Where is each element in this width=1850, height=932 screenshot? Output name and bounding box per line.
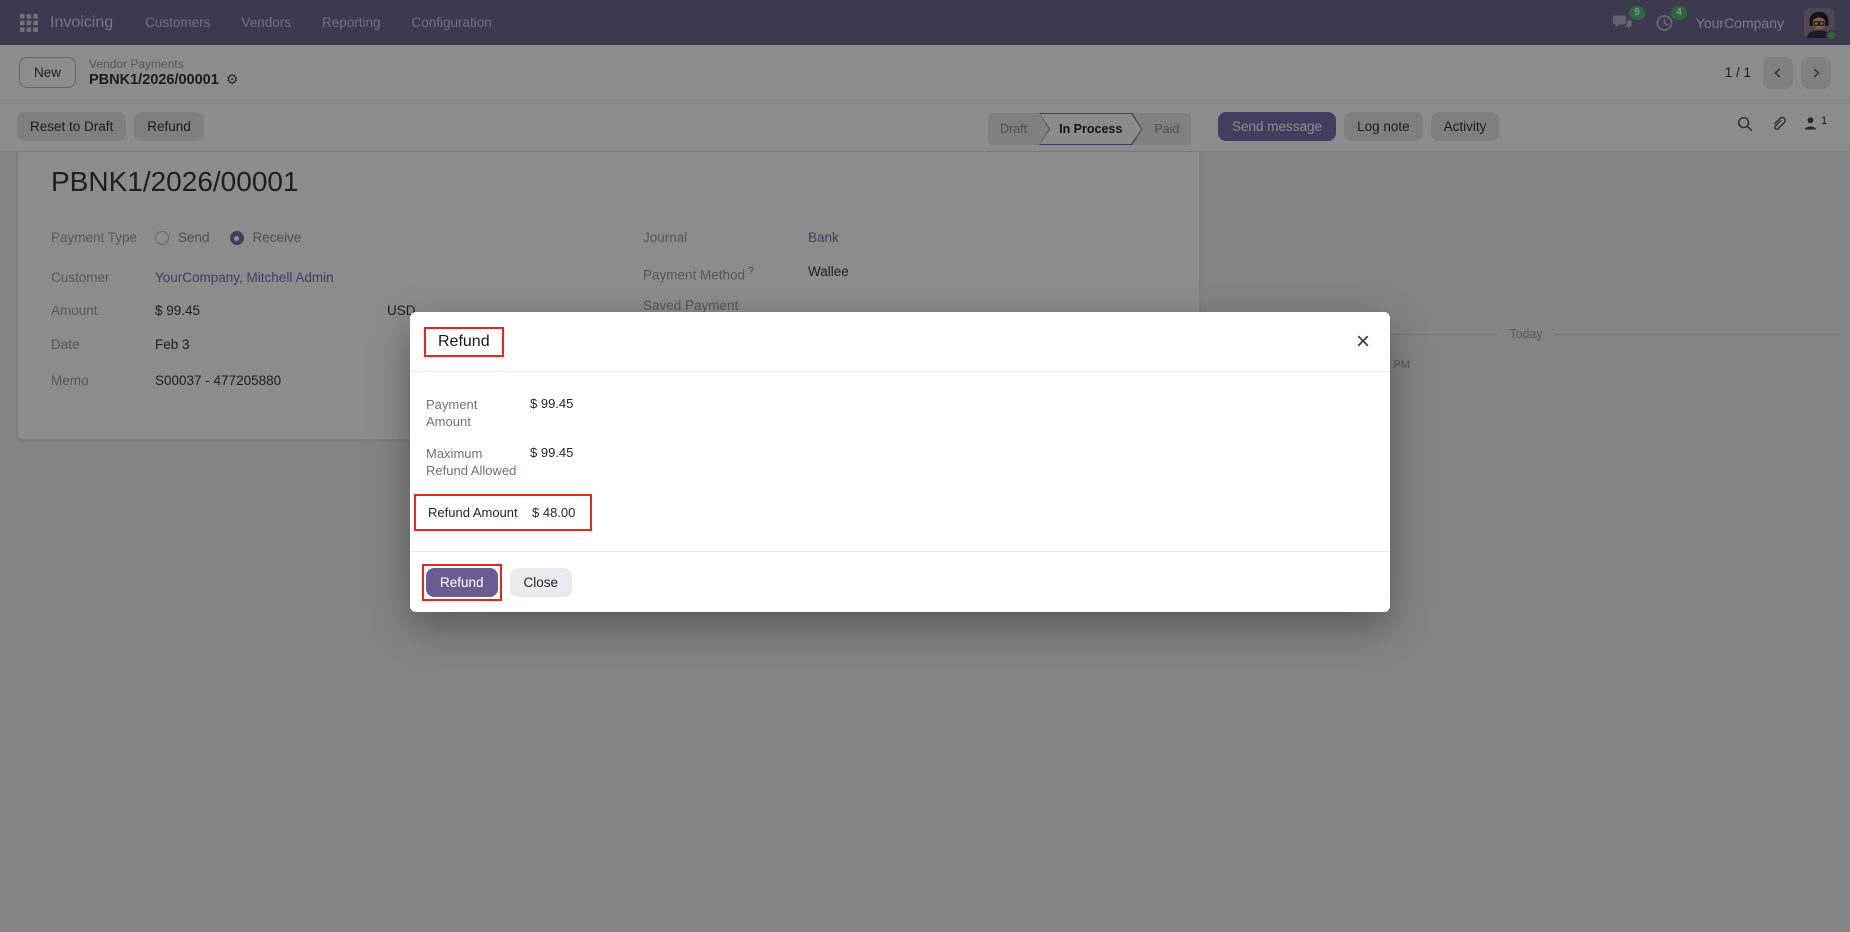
nav-item-reporting[interactable]: Reporting	[321, 15, 381, 30]
pager-count: 1 / 1	[1724, 65, 1751, 80]
chevron-left-icon	[1774, 67, 1781, 78]
divider-label: Today	[1509, 327, 1543, 341]
gear-icon[interactable]: ⚙	[225, 71, 239, 87]
modal-footer: Refund Close	[410, 551, 1390, 612]
breadcrumb-parent[interactable]: Vendor Payments	[89, 56, 184, 71]
modal-header: Refund ×	[410, 312, 1390, 372]
navbar-right: 9 4 YourCompany	[1612, 5, 1837, 41]
field-label: Journal	[643, 230, 688, 245]
field-label: Maximum Refund Allowed	[426, 446, 517, 478]
record-title: PBNK1/2026/00001	[51, 166, 299, 197]
reset-to-draft-button[interactable]: Reset to Draft	[17, 112, 127, 141]
status-step-paid[interactable]: Paid	[1154, 122, 1180, 136]
messages-icon[interactable]: 9	[1612, 5, 1645, 34]
field-journal: Journal Bank	[643, 229, 839, 247]
field-label: Customer	[51, 270, 110, 285]
field-label: Date	[51, 337, 80, 352]
activities-badge: 4	[1671, 5, 1687, 20]
online-status-dot	[1826, 29, 1837, 41]
chatter-date-divider: Today	[1212, 327, 1840, 341]
search-icon[interactable]	[1736, 115, 1754, 133]
status-pipeline: Draft In Process Paid	[988, 113, 1192, 145]
field-label: Amount	[51, 303, 98, 318]
radio-send-label: Send	[178, 230, 210, 245]
field-customer: Customer YourCompany, Mitchell Admin	[51, 269, 334, 287]
modal-title: Refund	[438, 332, 490, 350]
status-step-draft[interactable]: Draft	[1000, 122, 1028, 136]
field-label: Saved Payment	[643, 298, 739, 313]
field-saved-payment: Saved Payment	[643, 297, 808, 315]
breadcrumb: Vendor Payments PBNK1/2026/00001 ⚙	[89, 57, 238, 89]
nav-item-configuration[interactable]: Configuration	[411, 15, 492, 30]
maximum-refund-value: $ 99.45	[530, 445, 574, 460]
field-payment-type: Payment Type Send Receive	[51, 229, 301, 247]
field-date: Date Feb 3	[51, 336, 190, 354]
payment-amount-value: $ 99.45	[530, 396, 574, 411]
messages-badge: 9	[1629, 5, 1645, 20]
pager-next-button[interactable]	[1801, 56, 1831, 89]
company-switcher[interactable]: YourCompany	[1695, 14, 1784, 31]
refund-action-button[interactable]: Refund	[134, 112, 204, 141]
memo-value[interactable]: S00037 - 477205880	[155, 373, 282, 388]
radio-send[interactable]	[155, 231, 169, 245]
refund-confirm-button[interactable]: Refund	[426, 567, 498, 597]
field-amount: Amount $ 99.45 USD	[51, 302, 471, 320]
activity-button[interactable]: Activity	[1430, 112, 1500, 141]
close-icon[interactable]: ×	[1355, 327, 1370, 355]
log-note-button[interactable]: Log note	[1344, 112, 1423, 141]
refund-modal: Refund × Payment Amount $ 99.45 Maximum …	[410, 312, 1390, 612]
currency-label: USD	[387, 303, 416, 318]
form-statusbar-row: Reset to Draft Refund Draft In Process P…	[0, 101, 1850, 152]
status-step-in-process[interactable]: In Process	[1039, 113, 1142, 145]
field-memo: Memo S00037 - 477205880	[51, 372, 281, 390]
modal-body: Payment Amount $ 99.45 Maximum Refund Al…	[410, 372, 1390, 551]
field-label: Payment Method?	[643, 266, 754, 283]
pager-previous-button[interactable]	[1763, 56, 1793, 89]
refund-amount-input[interactable]	[532, 505, 590, 520]
annotation-box-refund-amount: Refund Amount	[414, 494, 592, 531]
activities-clock-icon[interactable]: 4	[1654, 5, 1687, 34]
pager: 1 / 1	[1724, 56, 1831, 89]
top-navbar: Invoicing Customers Vendors Reporting Co…	[0, 0, 1850, 45]
annotation-box-title: Refund	[424, 326, 504, 357]
paperclip-icon[interactable]	[1769, 115, 1787, 133]
amount-value[interactable]: $ 99.45	[155, 303, 201, 318]
app-brand[interactable]: Invoicing	[50, 13, 114, 31]
help-icon[interactable]: ?	[748, 266, 754, 277]
apps-grid-icon[interactable]	[16, 10, 42, 36]
avatar	[1804, 7, 1834, 38]
breadcrumb-current: PBNK1/2026/00001	[89, 71, 219, 88]
control-panel: New Vendor Payments PBNK1/2026/00001 ⚙ 1…	[0, 45, 1850, 101]
send-message-button[interactable]: Send message	[1218, 112, 1337, 141]
close-button[interactable]: Close	[509, 567, 573, 597]
payment-method-value[interactable]: Wallee	[808, 264, 849, 279]
chevron-right-icon	[1813, 67, 1820, 78]
field-label: Payment Type	[51, 230, 138, 245]
field-label: Memo	[51, 373, 89, 388]
radio-receive-label: Receive	[252, 230, 302, 245]
row-payment-amount: Payment Amount $ 99.45	[426, 396, 1374, 430]
customer-link[interactable]: YourCompany, Mitchell Admin	[155, 270, 334, 285]
date-value[interactable]: Feb 3	[155, 337, 190, 352]
journal-link[interactable]: Bank	[808, 230, 839, 245]
field-label: Payment Amount	[426, 397, 478, 429]
followers-count: 1	[1821, 115, 1828, 127]
status-arrow-fill	[1040, 114, 1141, 144]
new-button[interactable]: New	[19, 57, 77, 88]
field-label: Refund Amount	[428, 505, 518, 520]
radio-receive[interactable]	[229, 231, 244, 245]
field-payment-method: Payment Method? Wallee	[643, 263, 849, 285]
user-menu[interactable]	[1804, 7, 1837, 41]
nav-item-vendors[interactable]: Vendors	[241, 15, 291, 30]
nav-item-customers[interactable]: Customers	[145, 15, 211, 30]
row-maximum-refund: Maximum Refund Allowed $ 99.45	[426, 445, 1374, 479]
follower-person-icon	[1804, 117, 1817, 130]
annotation-box-refund-button: Refund	[422, 563, 502, 601]
followers-button[interactable]: 1	[1802, 115, 1827, 132]
